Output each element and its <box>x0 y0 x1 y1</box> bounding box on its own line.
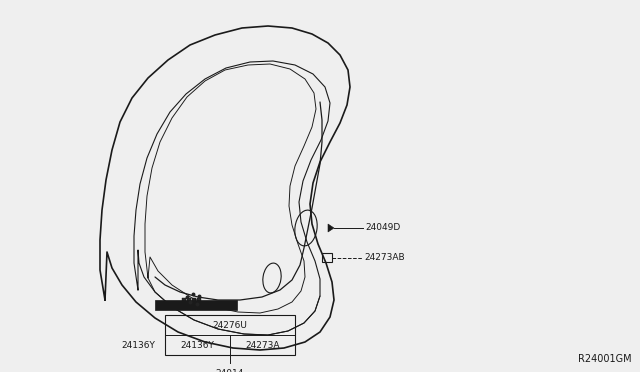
Bar <box>182 298 186 304</box>
Bar <box>165 315 295 355</box>
Text: 24273A: 24273A <box>245 340 280 350</box>
Text: 24276U: 24276U <box>212 321 248 330</box>
Bar <box>197 298 201 304</box>
Polygon shape <box>328 224 334 232</box>
Text: 24049D: 24049D <box>365 224 400 232</box>
Bar <box>155 300 237 310</box>
Text: R24001GM: R24001GM <box>579 354 632 364</box>
Bar <box>187 298 191 304</box>
Text: 24136Y: 24136Y <box>121 340 155 350</box>
Text: 24014: 24014 <box>216 369 244 372</box>
Bar <box>322 253 332 262</box>
Text: 24273AB: 24273AB <box>364 253 404 263</box>
Bar <box>192 298 196 304</box>
Text: 24136Y: 24136Y <box>180 340 214 350</box>
